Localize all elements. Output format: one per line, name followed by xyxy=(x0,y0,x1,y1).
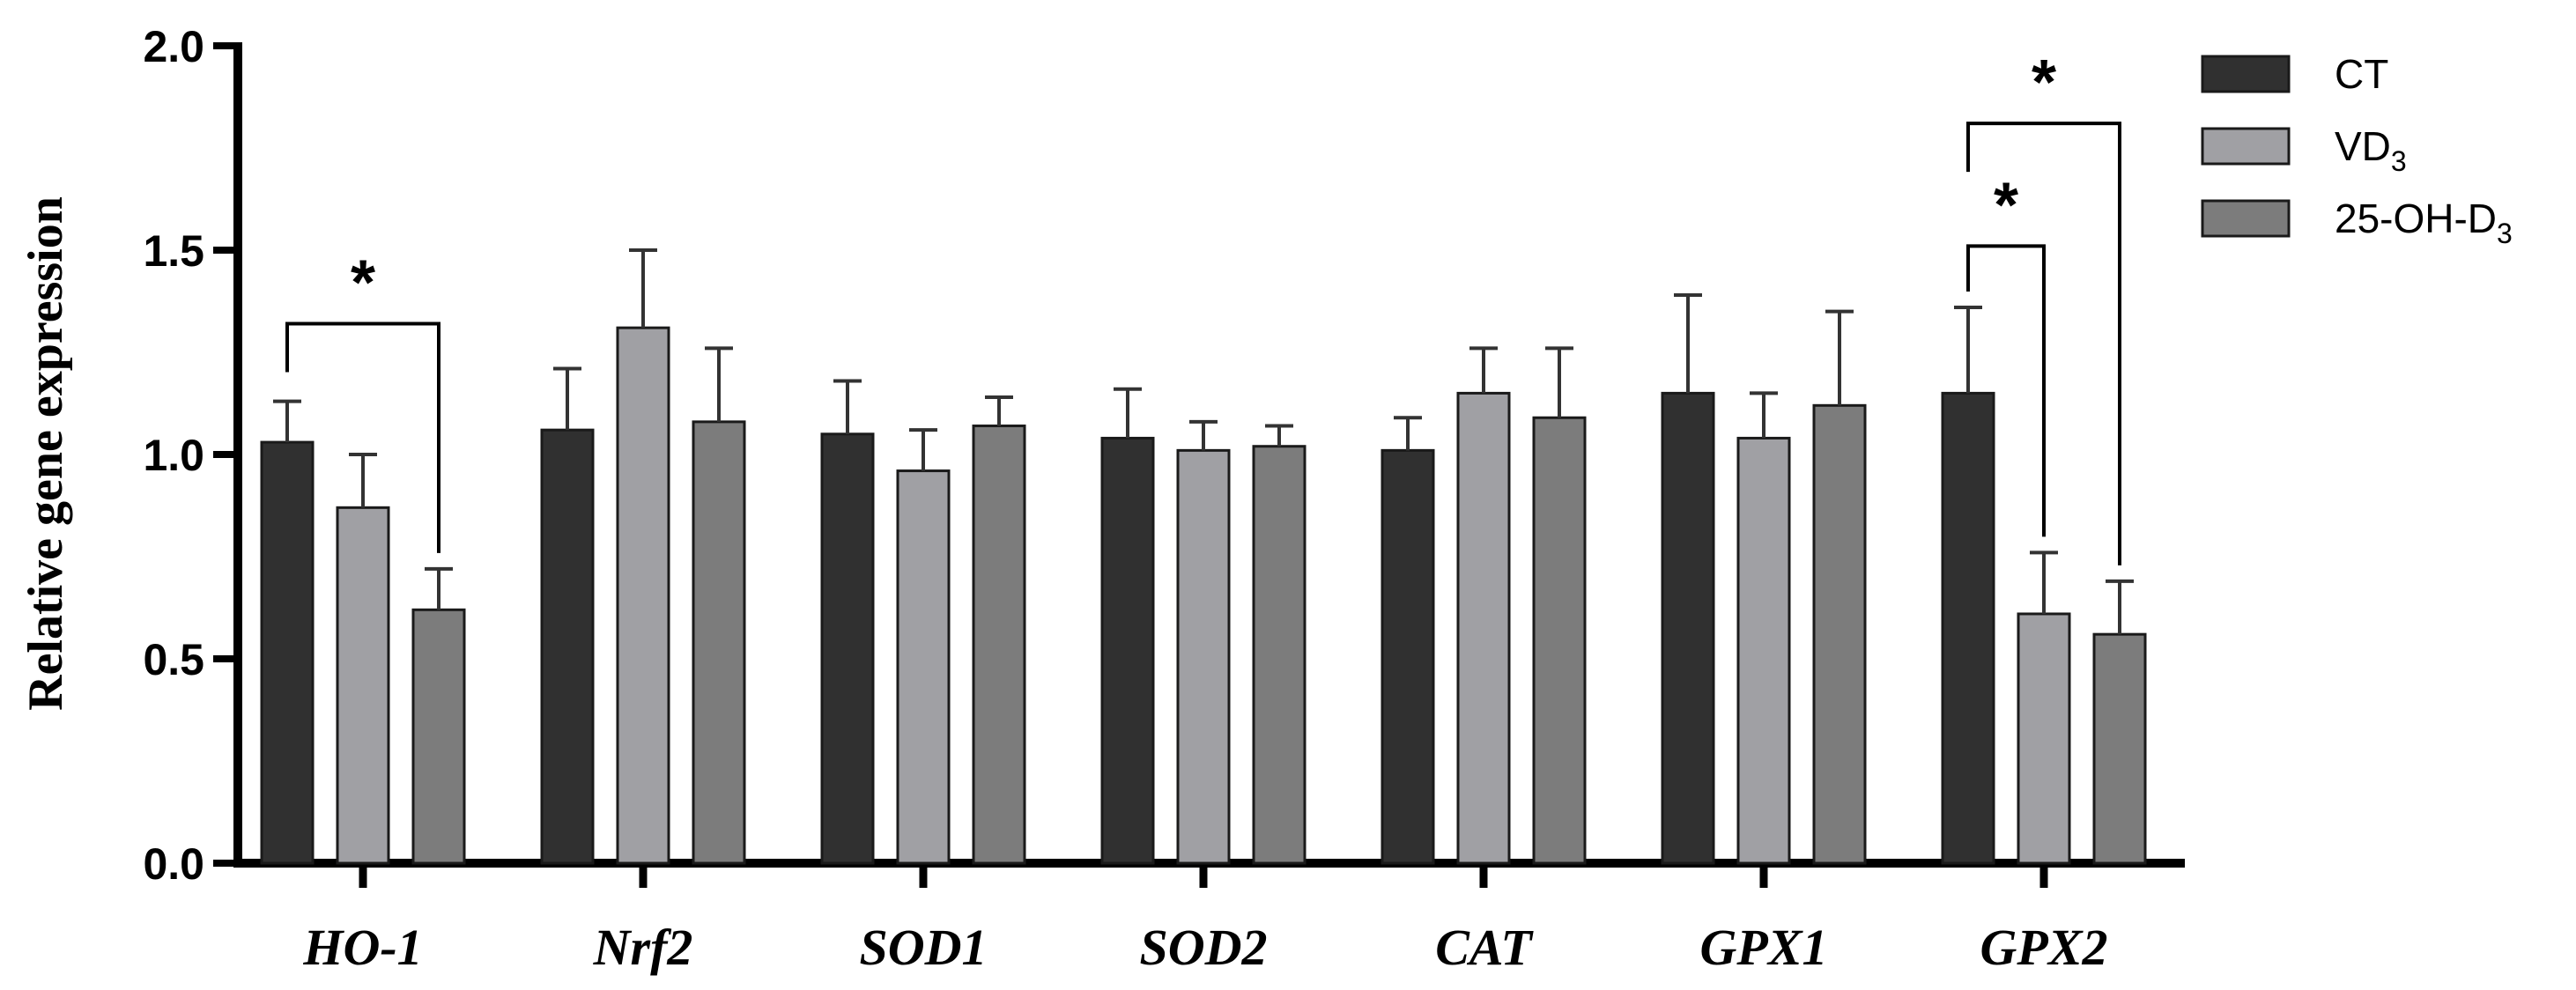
y-axis-title-group: Relative gene expression xyxy=(19,196,73,711)
significance-annotations: *** xyxy=(285,48,2121,565)
bar xyxy=(820,432,875,865)
bars xyxy=(260,326,2147,865)
x-tick-label: SOD2 xyxy=(1139,919,1267,976)
bar xyxy=(1941,391,1995,865)
significance-star: * xyxy=(351,248,375,319)
legend-label-subscript: 3 xyxy=(2497,218,2513,249)
bar xyxy=(1456,391,1511,865)
bar xyxy=(1661,391,1715,865)
bar xyxy=(1252,445,1307,865)
legend-label-text: 25-OH-D xyxy=(2335,196,2497,241)
legend-label: 25-OH-D3 xyxy=(2335,196,2513,249)
x-tick-label: HO-1 xyxy=(302,919,422,976)
bar xyxy=(896,469,951,865)
error-bars xyxy=(273,248,2134,635)
legend-swatch xyxy=(2201,127,2291,166)
y-tick-label: 0.5 xyxy=(143,635,204,684)
bar xyxy=(411,608,466,865)
bar xyxy=(972,425,1026,865)
bar xyxy=(1812,403,1867,865)
legend-label-subscript: 3 xyxy=(2391,145,2407,177)
y-tick-label: 0.0 xyxy=(143,839,204,889)
significance-bracket xyxy=(1966,244,2046,537)
legend-swatch xyxy=(2201,199,2291,238)
bar xyxy=(1736,436,1791,865)
bar xyxy=(2017,612,2071,865)
significance-star: * xyxy=(2032,48,2056,118)
legend-label: CT xyxy=(2335,51,2388,97)
bar xyxy=(616,326,670,865)
x-tick-label: CAT xyxy=(1435,919,1534,976)
significance-bracket xyxy=(1966,122,2121,565)
bar xyxy=(540,428,595,865)
legend-swatch xyxy=(2201,55,2291,93)
bar xyxy=(1100,436,1155,865)
bar xyxy=(2092,632,2147,865)
x-tick-label: Nrf2 xyxy=(593,919,693,976)
y-axis-title: Relative gene expression xyxy=(19,196,73,711)
bar xyxy=(1176,448,1231,865)
significance-bracket xyxy=(285,321,440,553)
x-tick-label: GPX1 xyxy=(1700,919,1828,976)
bar xyxy=(1381,448,1435,865)
y-tick-label: 1.5 xyxy=(143,226,204,276)
legend-label-text: VD xyxy=(2335,123,2391,169)
bar xyxy=(336,506,390,865)
y-tick-label: 2.0 xyxy=(143,22,204,71)
legend-label-text: CT xyxy=(2335,51,2388,97)
x-tick-label: GPX2 xyxy=(1980,919,2108,976)
bar xyxy=(1532,416,1587,865)
legend-label: VD3 xyxy=(2335,123,2407,177)
bar xyxy=(692,420,746,865)
bar xyxy=(260,440,315,865)
x-tick-label: SOD1 xyxy=(859,919,987,976)
y-tick-label: 1.0 xyxy=(143,431,204,480)
significance-star: * xyxy=(1994,170,2018,240)
